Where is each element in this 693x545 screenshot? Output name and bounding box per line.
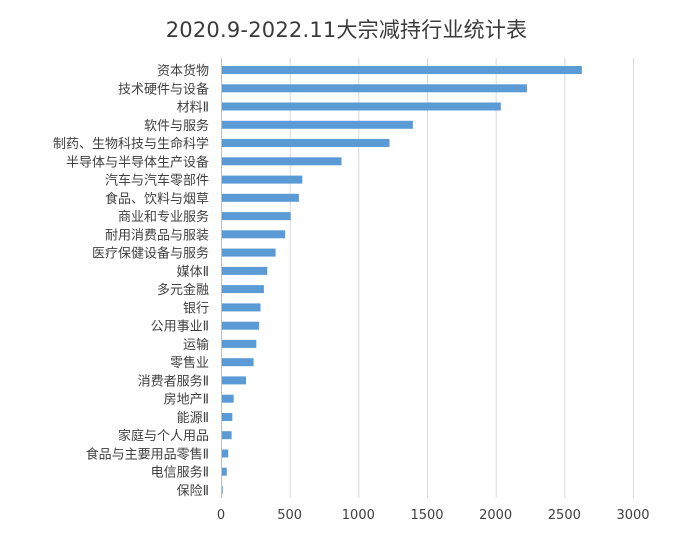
bar-4 <box>222 139 390 147</box>
x-tick-label-2: 1000 <box>342 508 375 523</box>
category-label-21: 食品与主要用品零售Ⅱ <box>86 447 209 463</box>
bar-17 <box>222 376 246 385</box>
bar-23 <box>222 486 223 494</box>
category-label-13: 银行 <box>183 301 209 316</box>
category-label-14: 公用事业Ⅱ <box>151 320 209 335</box>
bar-19 <box>222 413 233 421</box>
bar-18 <box>222 394 234 403</box>
bar-15 <box>222 339 257 348</box>
bar-20 <box>222 431 232 440</box>
x-tick-label-0: 0 <box>217 508 225 523</box>
chart-title: 2020.9-2022.11大宗减持行业统计表 <box>165 18 528 42</box>
category-label-15: 运输 <box>183 337 209 353</box>
x-tick-label-1: 500 <box>277 508 302 523</box>
x-tick-label-3: 1500 <box>410 508 443 523</box>
bar-6 <box>222 175 303 184</box>
bar-10 <box>222 248 276 257</box>
bar-21 <box>222 449 229 458</box>
category-label-8: 商业和专业服务 <box>118 209 209 225</box>
category-label-7: 食品、饮料与烟草 <box>105 191 209 207</box>
bar-14 <box>222 321 260 330</box>
category-label-4: 制药、生物科技与生命科学 <box>53 136 209 152</box>
bar-9 <box>222 230 286 239</box>
bar-22 <box>222 467 227 476</box>
bar-0 <box>222 66 582 74</box>
category-label-12: 多元金融 <box>157 282 209 298</box>
category-label-5: 半导体与半导体生产设备 <box>66 154 209 170</box>
category-label-11: 媒体Ⅱ <box>177 265 209 280</box>
category-label-20: 家庭与个人用品 <box>118 428 209 444</box>
bar-13 <box>222 303 261 312</box>
bar-11 <box>222 266 268 275</box>
category-label-23: 保险Ⅱ <box>177 484 209 499</box>
category-label-6: 汽车与汽车零部件 <box>105 173 209 189</box>
category-label-18: 房地产Ⅱ <box>164 392 209 408</box>
category-label-1: 技术硬件与设备 <box>118 81 209 97</box>
category-label-17: 消费者服务Ⅱ <box>138 373 209 389</box>
bar-8 <box>222 212 291 221</box>
category-label-3: 软件与服务 <box>144 118 209 134</box>
bar-1 <box>222 84 527 93</box>
category-label-22: 电信服务Ⅱ <box>151 465 209 481</box>
bar-16 <box>222 358 254 367</box>
bar-3 <box>222 120 413 129</box>
category-label-9: 耐用消费品与服装 <box>105 228 209 243</box>
category-label-2: 材料Ⅱ <box>177 101 209 116</box>
category-label-0: 资本货物 <box>157 63 209 79</box>
category-label-10: 医疗保健设备与服务 <box>92 246 209 262</box>
x-tick-label-4: 2000 <box>479 508 512 523</box>
bar-12 <box>222 285 264 294</box>
category-label-19: 能源Ⅱ <box>177 411 209 426</box>
x-tick-label-5: 2500 <box>548 508 581 523</box>
bar-2 <box>222 102 501 111</box>
bar-5 <box>222 157 342 166</box>
bar-7 <box>222 193 299 202</box>
x-tick-label-6: 3000 <box>616 508 649 523</box>
category-label-16: 零售业 <box>170 355 209 371</box>
